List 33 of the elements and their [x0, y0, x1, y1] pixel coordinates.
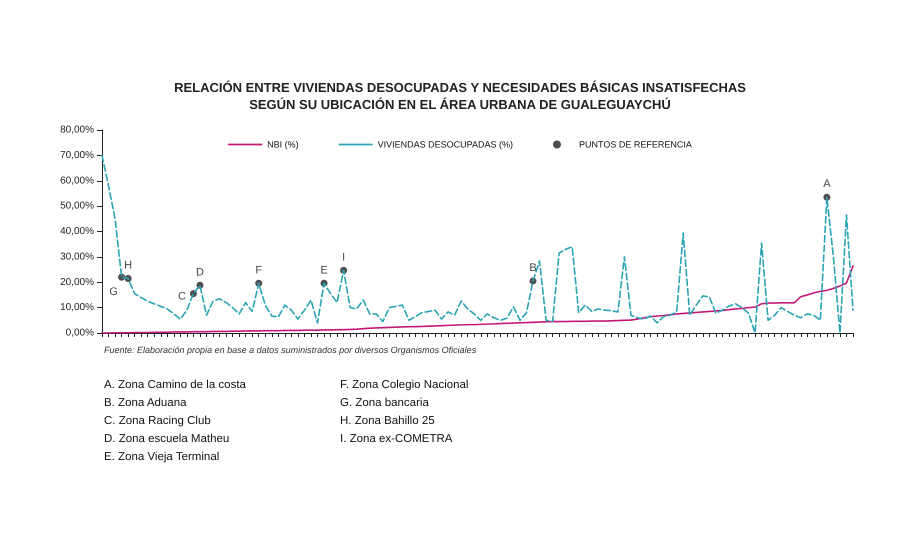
data-label: H	[124, 259, 132, 272]
y-tick-label: 10,00%	[60, 302, 94, 314]
data-label: A	[823, 178, 832, 190]
y-tick-label: 80,00%	[60, 124, 94, 136]
legend-label: VIVIENDAS DESOCUPADAS (%)	[378, 140, 514, 150]
y-tick-label: 50,00%	[60, 200, 94, 212]
data-label: D	[196, 266, 204, 278]
data-label: E	[320, 264, 328, 276]
source-note: Fuente: Elaboración propia en base a datos suministrados por diversos Organismos Oficiales	[104, 345, 476, 355]
data-label: B	[529, 262, 537, 274]
text: H. Zona Bahillo 25	[340, 414, 436, 429]
y-tick-label: 30,00%	[60, 251, 94, 262]
text: A. Zona Camino de la costa	[104, 378, 246, 393]
y-tick-label: 60,00%	[60, 175, 94, 186]
legend-label: NBI (%)	[267, 140, 299, 150]
text: C. Zona Racing Club	[104, 414, 212, 429]
y-tick-label: 70,00%	[60, 150, 94, 161]
data-label: G	[109, 286, 118, 298]
data-label: C	[178, 290, 186, 303]
y-tick-label: 0,00%	[66, 328, 94, 338]
legend-label: PUNTOS DE REFERENCIA	[579, 140, 692, 150]
chart-subtitle: SEGÚN SU UBICACIÓN EN EL ÁREA URBANA DE GUALEGUAYCHÚ	[249, 97, 671, 112]
text: I. Zona ex-COMETRA	[340, 432, 454, 447]
data-label: F	[255, 264, 262, 276]
text: G. Zona bancaria	[340, 396, 430, 411]
text: F. Zona Colegio Nacional	[340, 378, 468, 393]
data-label: I	[342, 251, 346, 264]
y-tick-label: 40,00%	[60, 226, 94, 237]
text: E. Zona Vieja Terminal	[104, 450, 220, 465]
y-tick-label: 20,00%	[60, 276, 94, 288]
text: B. Zona Aduana	[104, 396, 188, 411]
chart-title: RELACIÓN ENTRE VIVIENDAS DESOCUPADAS Y NECESIDADES BÁSICAS INSATISFECHAS	[174, 80, 746, 95]
text: D. Zona escuela Matheu	[104, 432, 230, 447]
